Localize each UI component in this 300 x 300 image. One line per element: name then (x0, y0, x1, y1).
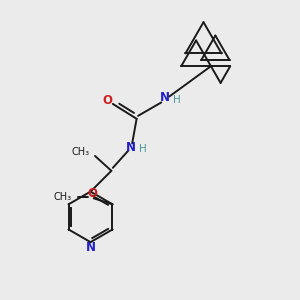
Text: N: N (85, 241, 96, 254)
Text: O: O (88, 187, 98, 200)
Text: CH₃: CH₃ (53, 192, 71, 202)
Text: N: N (160, 92, 170, 104)
Text: O: O (103, 94, 112, 107)
Text: CH₃: CH₃ (72, 147, 90, 157)
Text: H: H (139, 144, 147, 154)
Text: H: H (173, 95, 181, 105)
Text: N: N (126, 140, 136, 154)
